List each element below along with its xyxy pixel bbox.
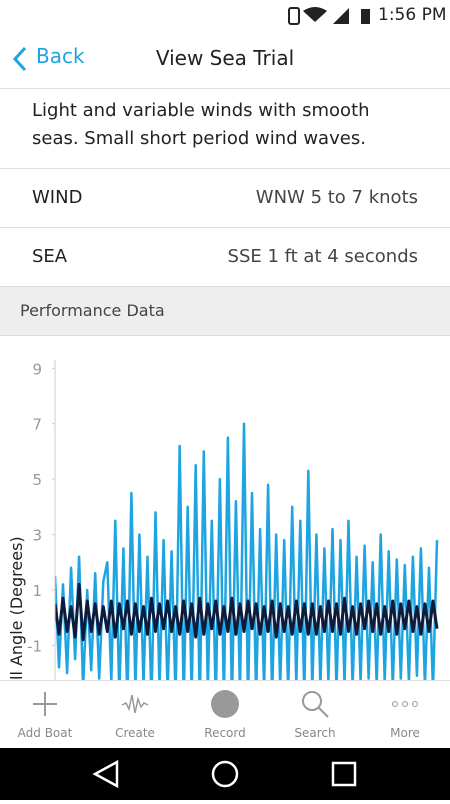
add-icon [33,692,57,716]
y-tick-label: 9 [32,360,42,378]
condition-value: WNW 5 to 7 knots [255,187,418,208]
back-icon[interactable] [12,46,28,72]
nav-buttons[interactable] [0,748,450,800]
chart: -1 1 3 5 7 9 ll Angle (Degrees) [7,360,439,680]
title: View Sea Trial [155,46,295,70]
tab-label: More [390,726,420,740]
section-header: Performance Data [0,286,450,336]
search-icon [302,691,329,718]
tab[interactable]: Add Boat [0,681,90,749]
more-icon [392,701,418,707]
condition-label: SEA [32,246,68,267]
section-title: Performance Data [20,301,165,320]
time: 1:56 PM [378,5,447,25]
condition-row: SEA SSE 1 ft at 4 seconds [0,227,450,286]
nav-bar [0,748,450,800]
y-tick-label: 5 [32,471,42,489]
condition-value: SSE 1 ft at 4 seconds [227,246,418,267]
data-line [55,582,439,642]
tab[interactable]: Record [180,681,270,749]
y-axis-label: ll Angle (Degrees) [7,536,26,680]
plot-area [55,422,439,680]
tab[interactable]: Create [90,681,180,749]
tab-label: Search [294,726,336,740]
tab[interactable]: Search [270,681,360,749]
condition-row: WIND WNW 5 to 7 knots [0,168,450,227]
y-tick-label: 3 [32,527,42,545]
wave-icon [121,694,149,714]
record-icon [211,690,239,718]
tab-label: Create [115,726,155,740]
data-line [55,422,439,680]
header: Back View Sea Trial [0,30,450,89]
status-bar: 1:56 PM [0,0,450,30]
tab-label: Add Boat [17,726,73,740]
tab-label: Record [204,726,246,740]
tab-bar: Add Boat Create Record Search More [0,680,450,749]
description: Light and variable winds with smooth sea… [32,100,370,149]
status-icons [288,7,370,25]
tab[interactable]: More [360,681,450,749]
y-tick-label: -1 [27,637,42,655]
y-tick-label: 1 [32,582,42,600]
condition-label: WIND [32,187,83,208]
y-tick-label: 7 [32,416,42,434]
back-button[interactable]: Back [36,44,85,68]
